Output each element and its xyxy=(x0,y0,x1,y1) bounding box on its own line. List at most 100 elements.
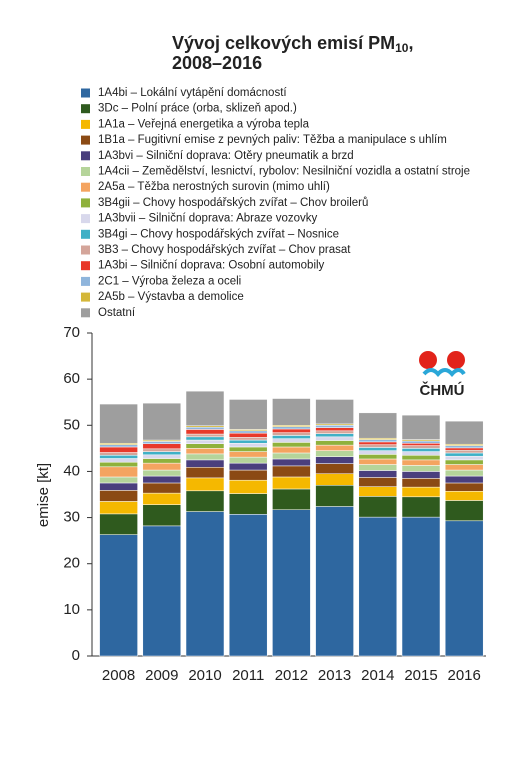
bar-segment xyxy=(401,459,441,466)
legend-label: 3B4gi – Chovy hospodářských zvířat – Nos… xyxy=(98,228,339,240)
bar-segment xyxy=(142,451,182,456)
bar-segment xyxy=(401,496,441,518)
bar-segment xyxy=(99,458,138,463)
legend-swatch xyxy=(81,292,90,302)
bar-segment xyxy=(185,477,225,492)
y-tick-label: 30 xyxy=(63,509,80,526)
bar-segment xyxy=(142,454,182,459)
bar-segment xyxy=(272,458,311,467)
bar-segment xyxy=(315,450,354,457)
bar-segment xyxy=(185,490,225,512)
bar-segment xyxy=(142,462,182,471)
legend-swatch xyxy=(81,229,90,239)
bar-segment xyxy=(444,491,484,501)
bar-segment xyxy=(272,426,311,430)
bar-segment xyxy=(444,449,484,454)
bar-segment xyxy=(142,525,182,657)
bar-segment xyxy=(228,443,268,448)
legend-swatch xyxy=(81,135,90,145)
bar-segment xyxy=(99,534,138,657)
bar-segment xyxy=(315,425,354,428)
bar-segment xyxy=(444,500,484,522)
bar-segment xyxy=(99,513,138,535)
legend-swatch xyxy=(81,182,90,192)
bar-segment xyxy=(272,465,311,478)
legend-label: 1A3bvii – Silniční doprava: Abraze vozov… xyxy=(98,213,318,225)
bar-segment xyxy=(99,482,138,491)
y-tick-label: 60 xyxy=(63,370,80,387)
bar-segment xyxy=(99,466,138,478)
bar-segment xyxy=(315,399,354,425)
legend-label: 1A3bvi – Silniční doprava: Otěry pneumat… xyxy=(98,150,354,162)
legend-label: 3B3 – Chovy hospodářských zvířat – Chov … xyxy=(98,244,351,256)
bar-segment xyxy=(142,504,182,527)
bar-segment xyxy=(401,455,441,461)
bar-segment xyxy=(185,429,225,435)
bar-segment xyxy=(185,433,225,438)
bar-segment xyxy=(99,476,138,484)
bar-segment xyxy=(185,453,225,461)
legend-label: Ostatní xyxy=(98,307,136,319)
bar-segment xyxy=(358,439,398,443)
legend-label: 3B4gii – Chovy hospodářských zvířat – Ch… xyxy=(98,197,368,209)
bar-segment xyxy=(444,469,484,477)
legend-swatch xyxy=(81,104,90,114)
legend-swatch xyxy=(81,167,90,176)
bar-segment xyxy=(315,430,354,434)
bar-segment xyxy=(142,482,182,494)
bar-segment xyxy=(228,446,268,452)
logo-circle xyxy=(447,351,465,369)
legend-label: 1B1a – Fugitivní emise z pevných paliv: … xyxy=(98,134,447,146)
bar-segment xyxy=(142,443,182,450)
x-tick-label: 2009 xyxy=(145,667,178,684)
bar-segment xyxy=(401,414,441,440)
bar-segment xyxy=(272,438,311,443)
bar-segment xyxy=(272,428,311,433)
bar-segment xyxy=(401,445,441,449)
bar-segment xyxy=(228,479,268,494)
bar-segment xyxy=(401,486,441,498)
bar-segment xyxy=(142,458,182,464)
legend-swatch xyxy=(81,88,90,98)
legend-swatch xyxy=(81,198,90,208)
logo: ČHMÚ xyxy=(419,351,466,399)
y-tick-label: 0 xyxy=(72,647,80,664)
bar-segment xyxy=(142,402,182,441)
legend-swatch xyxy=(81,276,90,286)
bar-segment xyxy=(228,514,268,657)
bar-segment xyxy=(272,446,311,454)
bar-segment xyxy=(315,485,354,507)
bar-segment xyxy=(142,441,182,444)
title-suffix: , xyxy=(408,33,413,53)
bar-segment xyxy=(272,488,311,510)
legend-label: 2C1 – Výroba železa a oceli xyxy=(98,275,241,287)
legend-label: 1A1a – Veřejná energetika a výroba tepla xyxy=(98,118,310,130)
x-tick-label: 2016 xyxy=(448,667,481,684)
bar-segment xyxy=(142,475,182,484)
bar-segment xyxy=(228,456,268,464)
bar-segment xyxy=(99,455,138,459)
bar-segment xyxy=(99,461,138,468)
bar-segment xyxy=(228,430,268,434)
bar-segment xyxy=(358,477,398,487)
legend-label: 1A4cii – Zemědělství, lesnictví, rybolov… xyxy=(98,166,470,178)
bar-segment xyxy=(444,520,484,657)
x-tick-label: 2013 xyxy=(318,667,351,684)
bar-segment xyxy=(272,476,311,490)
bar-segment xyxy=(444,482,484,492)
bar-segment xyxy=(315,427,354,432)
bar-segment xyxy=(99,403,138,444)
bar-segment xyxy=(228,439,268,444)
bar-segment xyxy=(358,458,398,465)
bar-segment xyxy=(401,443,441,446)
legend-label: 2A5a – Těžba nerostných surovin (mimo uh… xyxy=(98,181,330,193)
bar-segment xyxy=(185,436,225,441)
bar-segment xyxy=(444,445,484,449)
bar-segment xyxy=(228,451,268,458)
bar-segment xyxy=(99,490,138,502)
bar-segment xyxy=(185,443,225,449)
chart-title-line: Vývoj celkových emisí PM10, xyxy=(172,33,414,55)
bar-segment xyxy=(358,454,398,460)
x-tick-label: 2014 xyxy=(361,667,394,684)
legend-swatch xyxy=(81,119,90,129)
